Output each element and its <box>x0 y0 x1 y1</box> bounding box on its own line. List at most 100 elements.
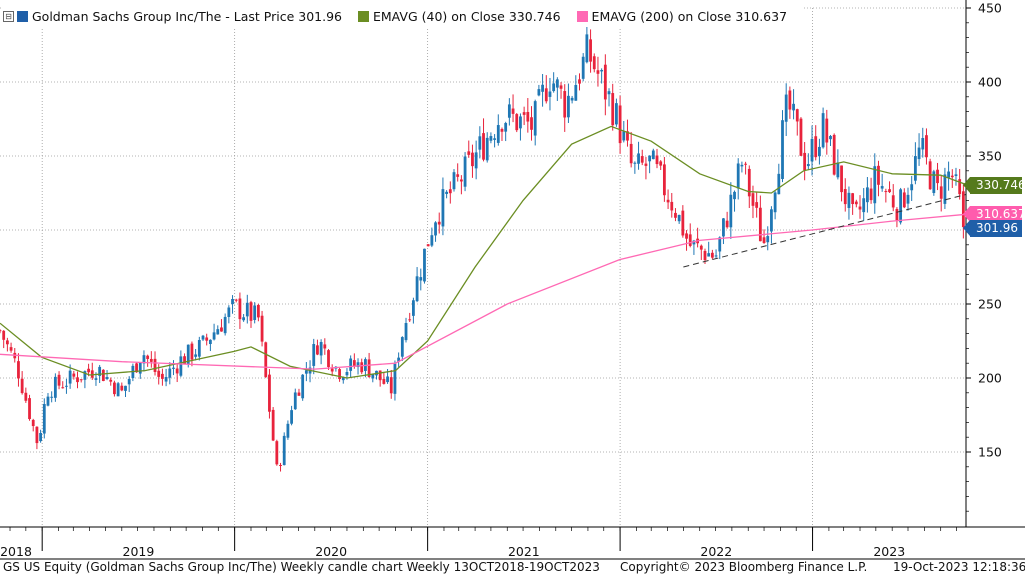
candle-body <box>699 245 703 250</box>
candle-body <box>72 373 76 377</box>
candle-body <box>197 340 201 357</box>
candle-body <box>279 465 282 467</box>
candle-body <box>773 192 777 213</box>
candle-body <box>164 377 168 382</box>
candle-body <box>954 174 958 176</box>
candle-body <box>65 385 68 387</box>
candle-body <box>419 277 423 281</box>
candle-body <box>138 362 142 374</box>
candle-body <box>925 135 928 158</box>
legend-ema200[interactable]: EMAVG (200) on Close 310.637 <box>576 9 787 24</box>
candle-body <box>275 441 279 465</box>
candle-body <box>806 164 810 167</box>
x-tick-label: 2020 <box>315 544 347 559</box>
candle-body <box>710 252 714 258</box>
candle-body <box>319 341 323 356</box>
candle-body <box>256 304 260 318</box>
candle-body <box>434 222 437 236</box>
collapse-icon[interactable]: ⊟ <box>3 10 14 22</box>
candle-body <box>507 104 511 118</box>
legend-ema40[interactable]: EMAVG (40) on Close 330.746 <box>358 9 561 24</box>
candle-body <box>644 163 648 166</box>
candle-body <box>559 85 563 89</box>
candle-body <box>618 105 622 144</box>
candle-body <box>578 79 581 84</box>
candle-body <box>142 355 146 364</box>
candle-body <box>20 378 24 394</box>
candle-body <box>707 253 711 257</box>
candle-body <box>349 358 353 371</box>
candle-body <box>5 340 9 345</box>
candle-body <box>474 152 478 169</box>
candle-body <box>50 396 54 398</box>
candle-body <box>135 363 138 373</box>
candle-body <box>345 371 349 376</box>
candle-body <box>94 378 98 380</box>
candle-body <box>378 370 382 381</box>
candle-body <box>865 187 869 203</box>
candle-body <box>902 192 906 208</box>
candle-body <box>408 319 412 321</box>
candle-body <box>740 164 744 167</box>
legend: ⊟ Goldman Sachs Group Inc/The - Last Pri… <box>3 5 804 27</box>
candle-body <box>637 153 640 164</box>
candle-body <box>530 117 533 130</box>
candle-body <box>330 368 334 372</box>
candle-body <box>677 214 681 222</box>
candle-body <box>836 162 840 178</box>
candle-body <box>733 191 736 200</box>
candle-body <box>493 138 497 140</box>
candle-body <box>101 369 105 382</box>
candle-body <box>28 398 31 420</box>
y-tick-label: 400 <box>978 75 1002 90</box>
candle-body <box>526 111 530 122</box>
candle-body <box>105 377 109 379</box>
candle-body <box>567 95 570 118</box>
footer: GS US Equity (Goldman Sachs Group Inc/Th… <box>0 560 1025 577</box>
candle-body <box>238 298 242 320</box>
footer-timestamp: 19-Oct-2023 12:18:36 <box>893 560 1025 574</box>
candle-body <box>194 354 198 357</box>
candle-body <box>755 202 759 208</box>
candle-body <box>205 337 209 341</box>
candle-body <box>116 383 120 397</box>
candle-body <box>541 84 544 92</box>
candle-body <box>113 382 116 395</box>
x-tick-label: 2022 <box>700 544 732 559</box>
candle-body <box>747 168 751 197</box>
candle-body <box>504 123 508 132</box>
candle-body <box>341 377 345 381</box>
candle-body <box>792 103 795 111</box>
candle-body <box>57 374 61 386</box>
candle-body <box>467 151 471 155</box>
candle-body <box>581 56 585 79</box>
candle-body <box>519 116 522 129</box>
candle-body <box>611 93 615 126</box>
candle-body <box>600 69 604 72</box>
candle-body <box>873 166 877 204</box>
candle-body <box>537 89 541 96</box>
candle-body <box>68 370 72 384</box>
candle-body <box>932 171 936 194</box>
candle-body <box>622 131 626 141</box>
legend-gs[interactable]: Goldman Sachs Group Inc/The - Last Price… <box>17 9 342 24</box>
candle-body <box>714 255 718 257</box>
candle-body <box>803 152 807 171</box>
candle-body <box>452 172 456 190</box>
candle-body <box>854 201 858 205</box>
candle-body <box>220 327 223 332</box>
candle-body <box>939 186 943 199</box>
legend-ema40-label: EMAVG (40) on Close 330.746 <box>373 8 561 24</box>
candle-body <box>666 199 670 203</box>
candle-body <box>840 165 843 193</box>
ema200-price-tag: 310.637 <box>963 206 1025 223</box>
candle-body <box>478 136 482 150</box>
candle-body <box>888 189 891 193</box>
ema200-swatch <box>576 10 588 22</box>
candle-body <box>592 56 596 70</box>
footer-copyright: Copyright© 2023 Bloomberg Finance L.P. <box>620 560 868 574</box>
candle-body <box>758 207 762 242</box>
candle-body <box>190 343 194 360</box>
candle-body <box>626 131 629 141</box>
candle-body <box>552 83 556 92</box>
